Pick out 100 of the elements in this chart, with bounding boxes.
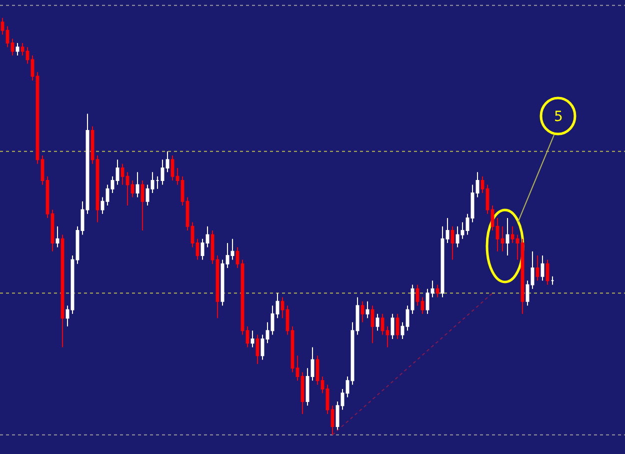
candlestick	[30, 54, 34, 81]
candlestick	[486, 184, 490, 214]
candlestick	[220, 259, 224, 306]
candlestick	[526, 280, 530, 306]
candlestick	[506, 218, 510, 256]
candlestick	[176, 168, 180, 186]
candlestick	[10, 38, 14, 56]
candlestick	[456, 226, 460, 248]
candlestick	[416, 284, 420, 306]
candlestick	[516, 234, 520, 260]
candlestick	[300, 372, 304, 414]
candlestick	[370, 305, 374, 344]
candlestick	[186, 196, 190, 232]
candlestick	[290, 326, 294, 373]
candlestick	[256, 334, 260, 364]
candlestick	[100, 196, 104, 214]
candlestick	[510, 226, 514, 244]
candlestick	[270, 305, 274, 336]
candlestick	[86, 113, 90, 214]
candlestick	[126, 172, 130, 206]
candlestick	[426, 288, 430, 314]
candlestick	[446, 218, 450, 244]
candlestick	[310, 346, 314, 382]
candlestick	[366, 300, 370, 319]
candlestick	[76, 226, 80, 264]
candlestick	[266, 322, 270, 344]
candlestick	[520, 238, 524, 314]
candlestick	[540, 255, 544, 282]
candlestick	[140, 180, 144, 232]
candlestick	[230, 238, 234, 260]
candlestick	[400, 322, 404, 340]
candlestick	[500, 226, 504, 252]
candlestick	[350, 322, 354, 386]
candlestick	[90, 126, 94, 164]
candlestick	[440, 226, 444, 298]
candlestick	[206, 226, 210, 248]
candlestick	[430, 280, 434, 298]
candlestick	[546, 259, 550, 286]
candlestick	[196, 238, 200, 260]
candlestick	[106, 184, 110, 206]
candlestick	[340, 388, 344, 410]
candlestick	[346, 376, 350, 398]
candlestick	[116, 159, 120, 186]
candlestick	[476, 172, 480, 198]
candlestick	[150, 172, 154, 194]
candlestick	[450, 226, 454, 260]
candlestick	[296, 355, 300, 382]
candlestick	[146, 184, 150, 206]
candlestick	[20, 42, 24, 56]
candlestick	[356, 296, 360, 336]
candlestick	[480, 176, 484, 194]
candlestick	[406, 305, 410, 332]
candlestick	[46, 176, 50, 219]
candlestick	[466, 213, 470, 236]
candlestick	[410, 284, 414, 314]
candlestick	[530, 250, 534, 290]
candlestick	[460, 222, 464, 240]
candlestick	[0, 17, 4, 36]
candlestick	[436, 284, 440, 298]
candlestick	[376, 313, 380, 332]
candlestick	[536, 255, 540, 282]
candlestick	[180, 176, 184, 206]
candlestick	[130, 180, 134, 198]
candlestick	[156, 176, 160, 190]
candlestick	[66, 305, 70, 327]
candlestick	[190, 222, 194, 248]
candlestick	[166, 150, 170, 173]
candlestick	[326, 384, 330, 414]
candlestick	[336, 400, 340, 432]
candlestick	[226, 242, 230, 269]
candlestick	[70, 255, 74, 314]
candlestick	[316, 355, 320, 386]
candlestick	[550, 276, 554, 286]
candlestick	[280, 296, 284, 319]
candlestick	[40, 155, 44, 186]
candlestick	[386, 326, 390, 348]
candlestick	[50, 209, 54, 252]
candlestick	[160, 159, 164, 186]
candlestick	[470, 184, 474, 223]
candlestick	[496, 218, 500, 252]
candlestick	[200, 238, 204, 260]
candlestick	[490, 205, 494, 232]
candlestick	[210, 230, 214, 264]
candlestick	[236, 246, 240, 269]
candlestick	[360, 300, 364, 323]
candlestick	[110, 176, 114, 194]
candlestick	[80, 200, 84, 236]
candlestick	[136, 172, 140, 198]
candlestick	[60, 234, 64, 348]
candlestick	[396, 313, 400, 340]
candlestick	[120, 163, 124, 186]
candlestick	[170, 155, 174, 182]
candlestick	[16, 42, 20, 56]
candlestick	[420, 296, 424, 314]
candlestick	[26, 46, 30, 64]
candlestick	[216, 255, 220, 319]
candlestick	[380, 313, 384, 336]
candlestick	[320, 376, 324, 394]
candlestick	[306, 368, 310, 406]
candlestick	[56, 226, 60, 248]
